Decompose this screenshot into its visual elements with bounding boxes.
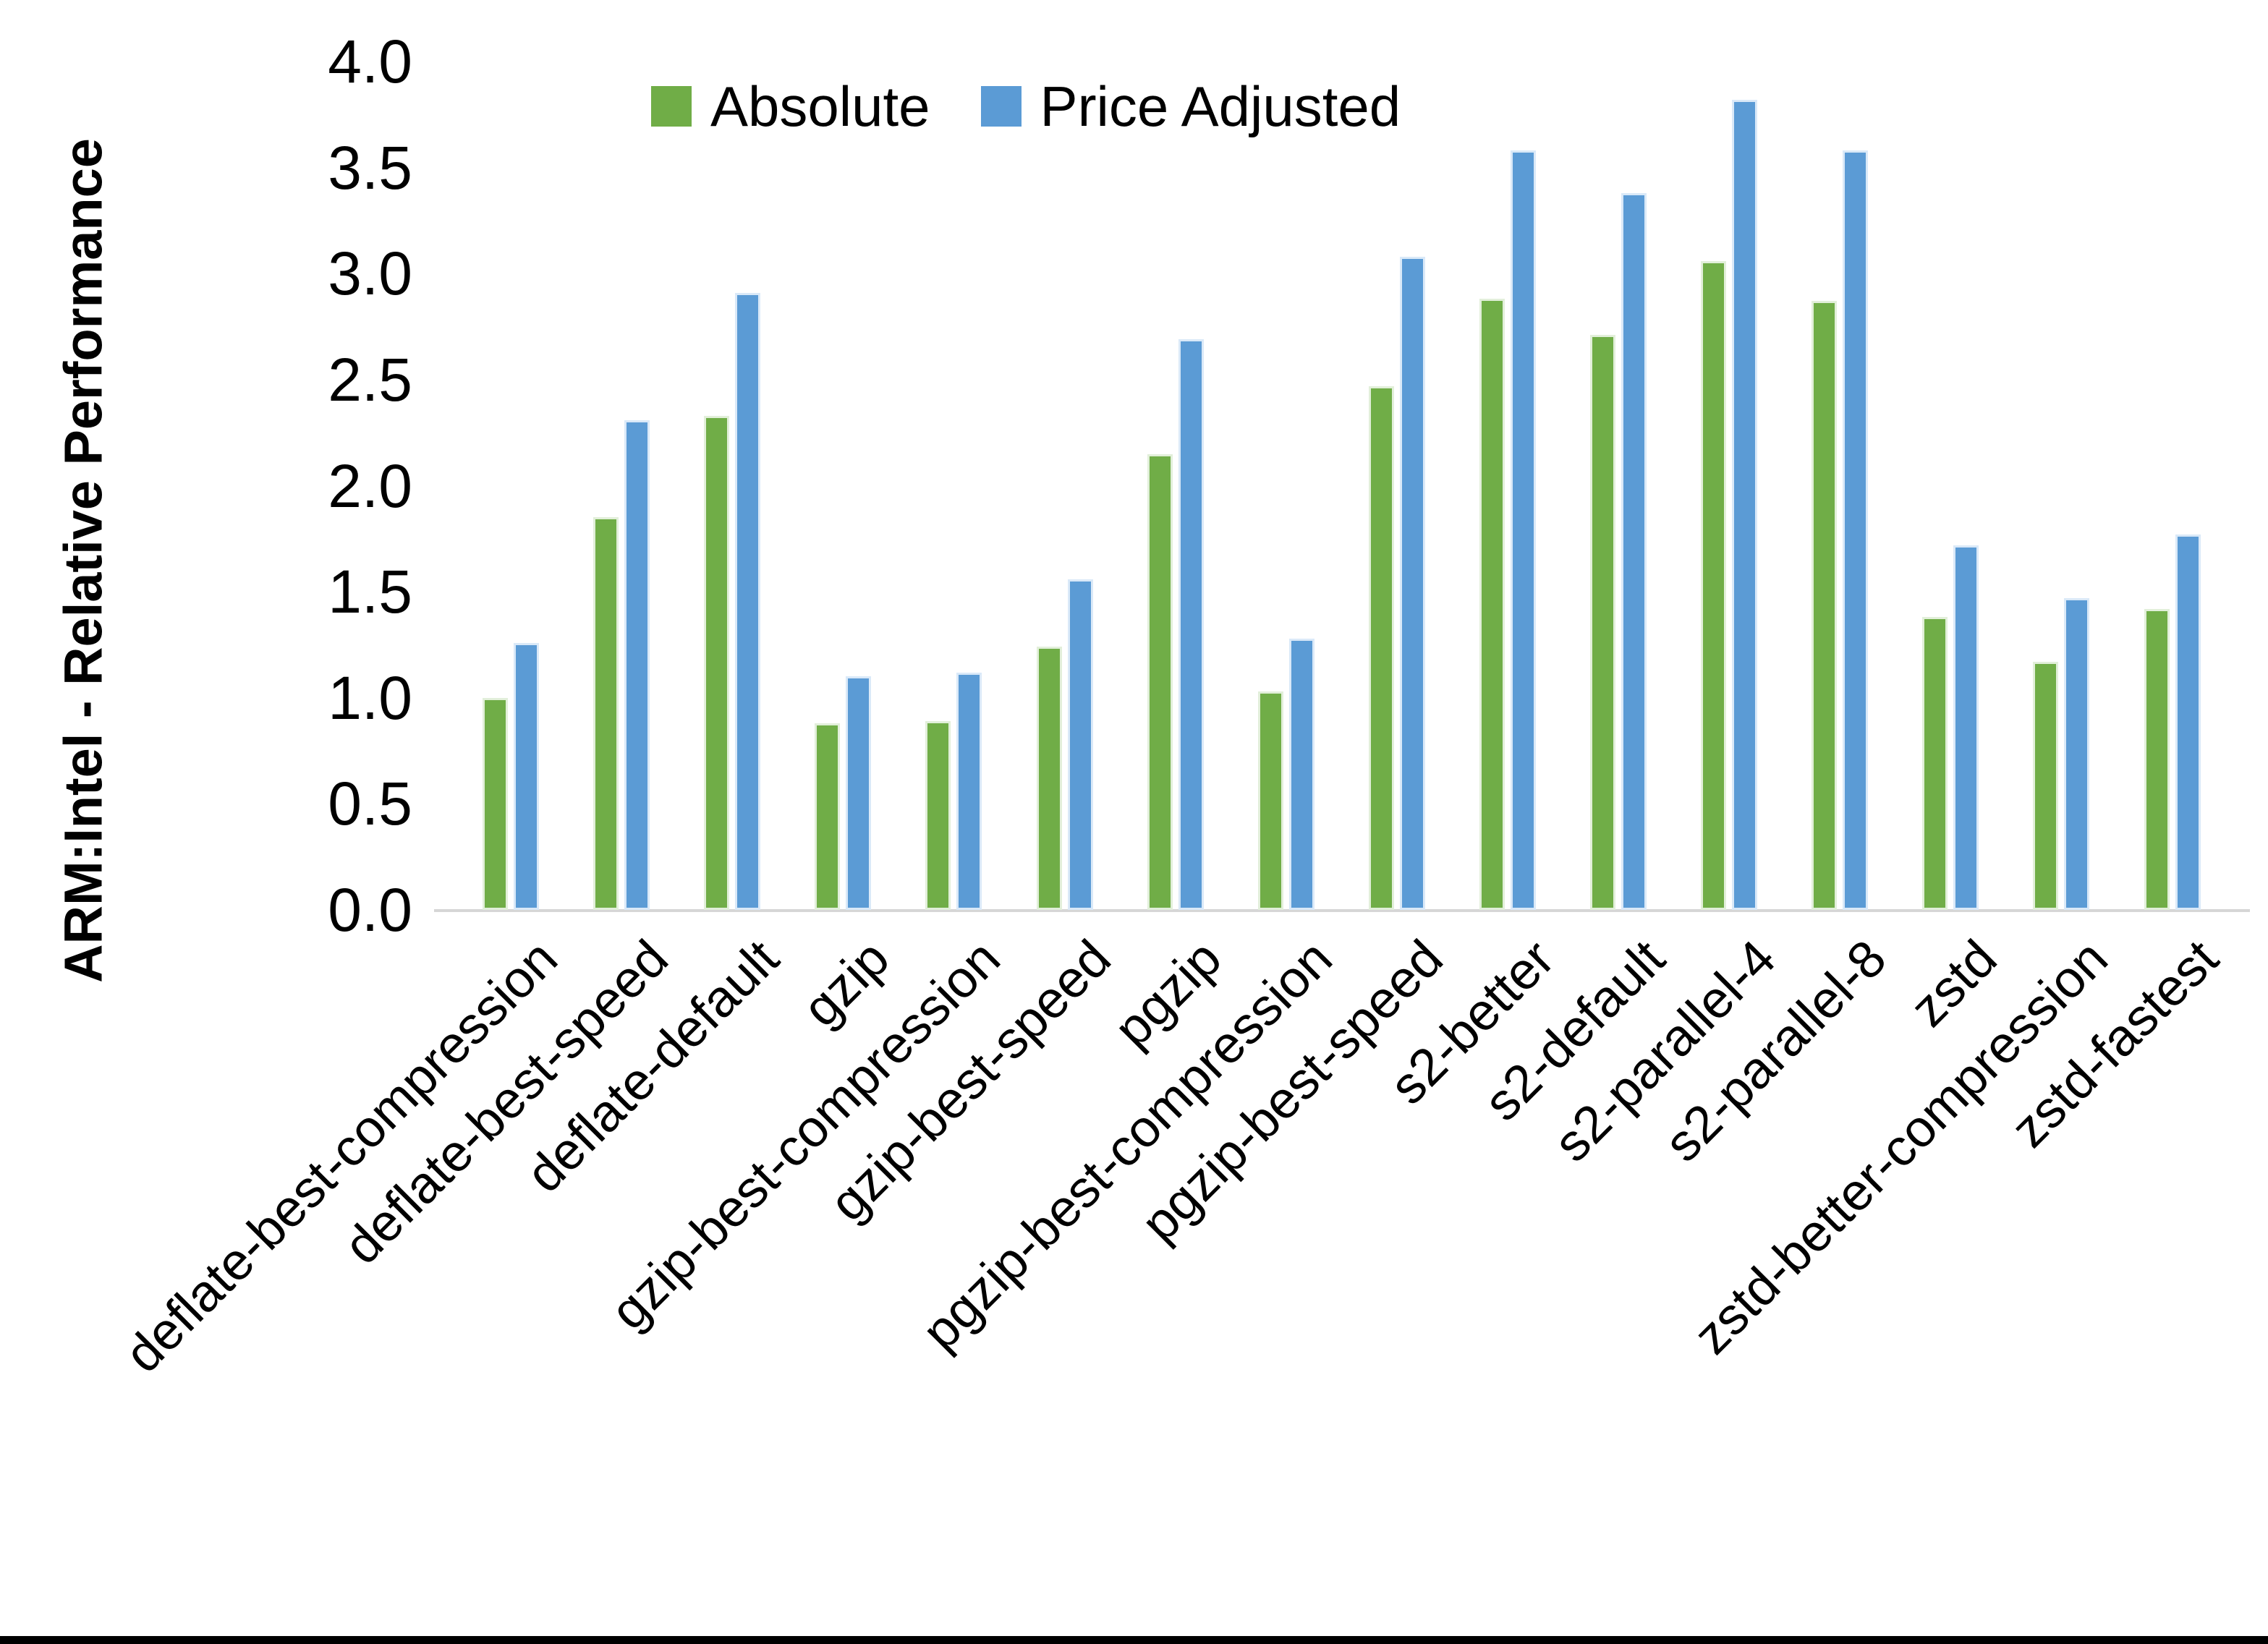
y-tick-label: 4.0: [328, 27, 412, 95]
legend-item-price-adjusted: Price Adjusted: [980, 74, 1401, 138]
bar-price-adjusted-zstd: [1953, 545, 1979, 910]
bar-absolute-gzip-best-compression: [925, 721, 951, 910]
bar-absolute-s2-parallel-4: [1701, 260, 1727, 910]
bar-absolute-zstd: [1922, 617, 1948, 910]
x-tick-label: deflate-best-compression: [114, 929, 569, 1384]
y-tick-label: 0.5: [328, 770, 412, 838]
bottom-border-bar: [0, 1636, 2268, 1644]
y-tick-label: 2.5: [328, 345, 412, 414]
legend-swatch-absolute-icon: [651, 86, 692, 127]
y-tick-label: 3.0: [328, 239, 412, 308]
bar-price-adjusted-gzip: [846, 676, 872, 910]
bar-price-adjusted-deflate-default: [735, 292, 761, 910]
y-tick-label: 3.5: [328, 133, 412, 202]
bar-price-adjusted-zstd-better-compression: [2064, 597, 2090, 910]
bar-absolute-deflate-default: [704, 415, 730, 910]
bar-price-adjusted-deflate-best-speed: [624, 419, 650, 910]
bar-absolute-gzip-best-speed: [1036, 647, 1062, 910]
bar-absolute-deflate-best-speed: [593, 517, 619, 910]
bar-price-adjusted-s2-default: [1621, 192, 1647, 910]
bar-absolute-s2-parallel-8: [1812, 301, 1838, 910]
legend-item-absolute: Absolute: [651, 78, 930, 135]
bar-price-adjusted-gzip-best-compression: [956, 672, 982, 910]
legend: Absolute Price Adjusted: [651, 78, 1401, 135]
y-tick-label: 0.0: [328, 876, 412, 944]
y-tick-label: 1.5: [328, 558, 412, 626]
legend-swatch-price-adjusted-icon: [980, 86, 1022, 127]
bar-absolute-gzip: [815, 723, 841, 910]
y-tick-label: 1.0: [328, 663, 412, 732]
y-tick-label: 2.0: [328, 451, 412, 520]
bar-price-adjusted-zstd-fastest: [2175, 534, 2201, 910]
bar-price-adjusted-pgzip-best-compression: [1288, 638, 1314, 910]
legend-label-absolute: Absolute: [710, 74, 930, 138]
x-axis-line: [434, 909, 2250, 912]
bar-price-adjusted-s2-parallel-4: [1732, 99, 1758, 910]
bar-price-adjusted-pgzip-best-speed: [1399, 256, 1425, 910]
bar-absolute-zstd-better-compression: [2033, 661, 2059, 910]
bar-absolute-deflate-best-compression: [483, 697, 508, 910]
bar-price-adjusted-gzip-best-speed: [1067, 579, 1093, 910]
bar-price-adjusted-pgzip: [1178, 339, 1204, 910]
bar-price-adjusted-s2-parallel-8: [1843, 150, 1869, 910]
bar-absolute-zstd-fastest: [2144, 608, 2170, 910]
bar-price-adjusted-s2-better: [1510, 150, 1536, 910]
bar-absolute-pgzip-best-speed: [1368, 386, 1394, 910]
bar-price-adjusted-deflate-best-compression: [514, 642, 539, 910]
legend-label-price-adjusted: Price Adjusted: [1040, 74, 1401, 138]
bar-absolute-pgzip: [1147, 453, 1173, 910]
bar-absolute-pgzip-best-compression: [1257, 691, 1283, 910]
bar-absolute-s2-better: [1479, 299, 1505, 910]
bar-absolute-s2-default: [1590, 335, 1615, 910]
